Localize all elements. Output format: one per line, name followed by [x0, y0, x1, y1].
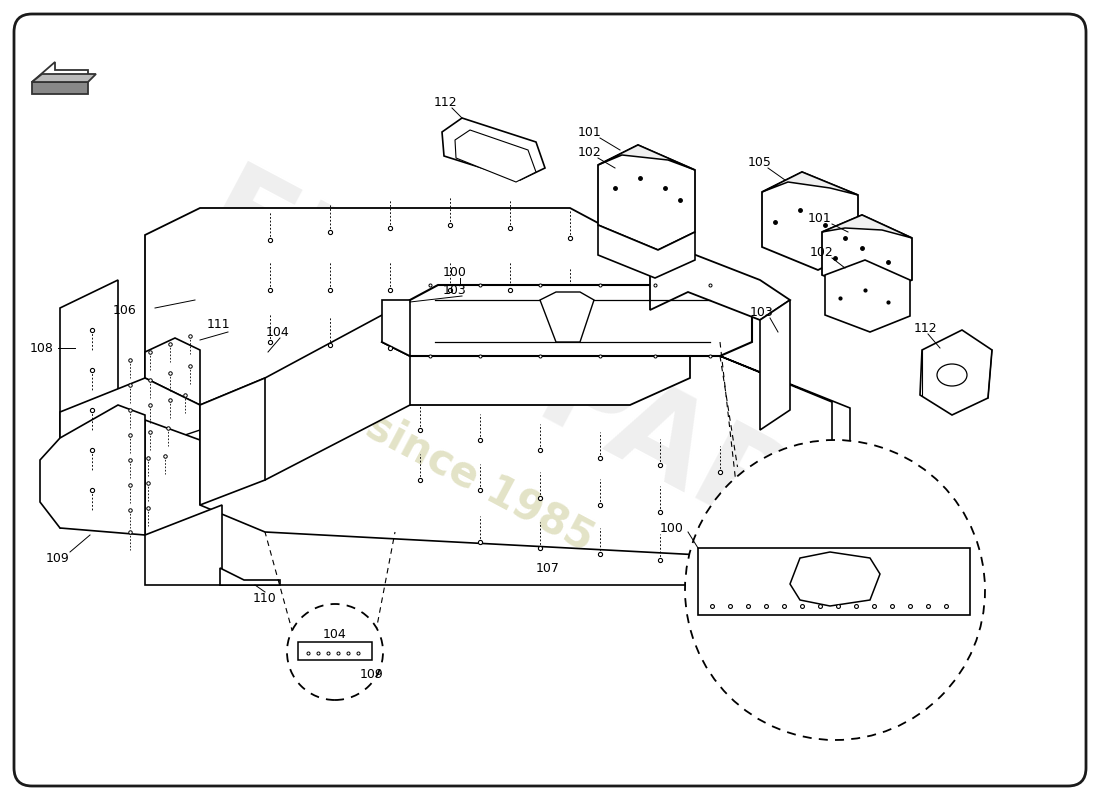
Text: 103: 103 [750, 306, 774, 318]
Polygon shape [382, 300, 410, 356]
Polygon shape [40, 405, 145, 535]
Polygon shape [762, 172, 858, 270]
Circle shape [287, 604, 383, 700]
Text: 102: 102 [579, 146, 602, 158]
Text: 102: 102 [810, 246, 834, 258]
Polygon shape [145, 342, 850, 585]
Polygon shape [920, 330, 992, 415]
Text: 100: 100 [443, 266, 466, 278]
Polygon shape [760, 300, 790, 430]
Text: 100: 100 [660, 522, 684, 534]
Text: EUROPARTS: EUROPARTS [184, 158, 957, 642]
Polygon shape [32, 74, 96, 82]
Polygon shape [822, 215, 912, 295]
Polygon shape [32, 62, 88, 86]
Polygon shape [145, 505, 222, 585]
Text: 103: 103 [443, 283, 466, 297]
Text: 109: 109 [46, 551, 70, 565]
Polygon shape [598, 145, 695, 250]
Polygon shape [442, 118, 544, 180]
Polygon shape [762, 172, 858, 195]
Polygon shape [200, 378, 265, 505]
Ellipse shape [937, 364, 967, 386]
Text: a passion for parts: a passion for parts [297, 215, 562, 374]
Polygon shape [145, 208, 690, 405]
Text: 104: 104 [323, 629, 346, 642]
Text: 106: 106 [113, 303, 136, 317]
Text: 111: 111 [206, 318, 230, 331]
Polygon shape [598, 145, 695, 170]
Polygon shape [298, 642, 372, 660]
Polygon shape [650, 252, 790, 320]
Polygon shape [822, 215, 912, 238]
Polygon shape [200, 300, 410, 480]
Polygon shape [540, 292, 594, 342]
Polygon shape [598, 225, 695, 278]
Circle shape [685, 440, 984, 740]
Polygon shape [32, 82, 88, 94]
FancyBboxPatch shape [14, 14, 1086, 786]
Polygon shape [220, 568, 280, 585]
Text: 104: 104 [266, 326, 290, 338]
Polygon shape [698, 548, 970, 615]
Text: since 1985: since 1985 [359, 404, 601, 560]
Text: 109: 109 [360, 667, 384, 681]
Text: 112: 112 [433, 95, 456, 109]
Polygon shape [60, 378, 200, 528]
Polygon shape [145, 338, 200, 405]
Polygon shape [790, 552, 880, 606]
Polygon shape [60, 430, 200, 528]
Text: 108: 108 [30, 342, 54, 354]
Polygon shape [60, 280, 118, 528]
Text: 112: 112 [913, 322, 937, 334]
Text: 101: 101 [808, 211, 832, 225]
Polygon shape [382, 285, 752, 356]
Text: 107: 107 [536, 562, 560, 574]
Polygon shape [825, 260, 910, 332]
Text: 101: 101 [579, 126, 602, 138]
Text: 110: 110 [253, 591, 277, 605]
Polygon shape [455, 130, 536, 182]
Text: 105: 105 [748, 155, 772, 169]
